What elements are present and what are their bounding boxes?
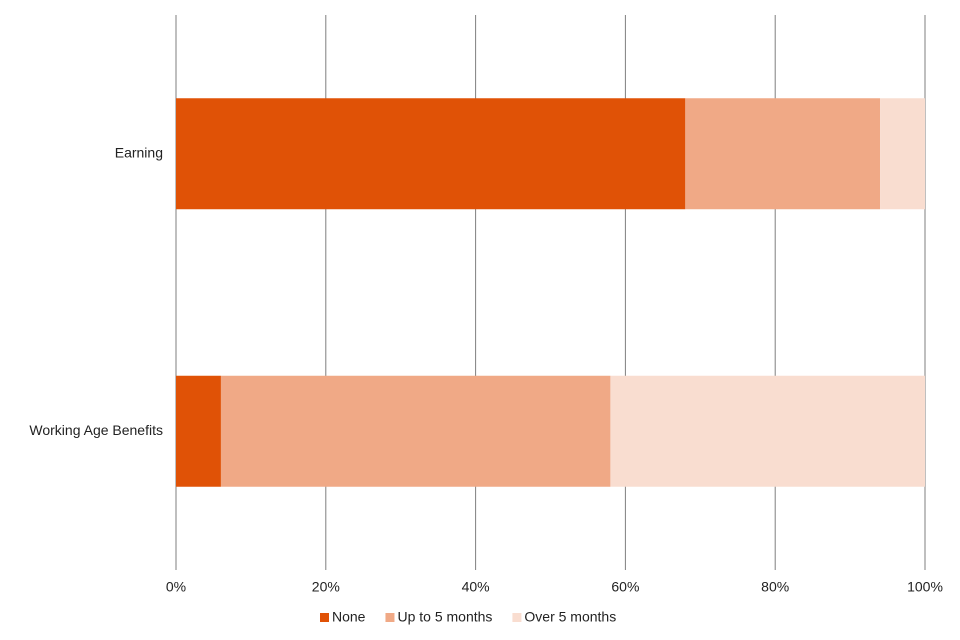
bar-segment <box>610 375 925 487</box>
bar-segment <box>220 375 611 487</box>
x-tick-label: 100% <box>907 579 943 595</box>
legend-swatch <box>385 613 395 622</box>
x-tick-label: 0% <box>166 579 186 595</box>
x-tick-label: 20% <box>312 579 340 595</box>
x-tick-label: 60% <box>611 579 639 595</box>
x-tick-label: 40% <box>462 579 490 595</box>
x-tick-label: 80% <box>761 579 789 595</box>
legend-label: None <box>332 609 366 625</box>
legend-label: Up to 5 months <box>397 609 492 625</box>
y-tick-label: Working Age Benefits <box>29 422 163 438</box>
bar-segment <box>176 98 686 210</box>
y-tick-label: Earning <box>115 144 163 160</box>
bar-segment <box>685 98 881 210</box>
legend-label: Over 5 months <box>524 609 616 625</box>
legend-swatch <box>320 613 329 622</box>
bar-segment <box>176 375 221 487</box>
legend-swatch <box>512 613 522 622</box>
bar-segment <box>880 98 925 210</box>
